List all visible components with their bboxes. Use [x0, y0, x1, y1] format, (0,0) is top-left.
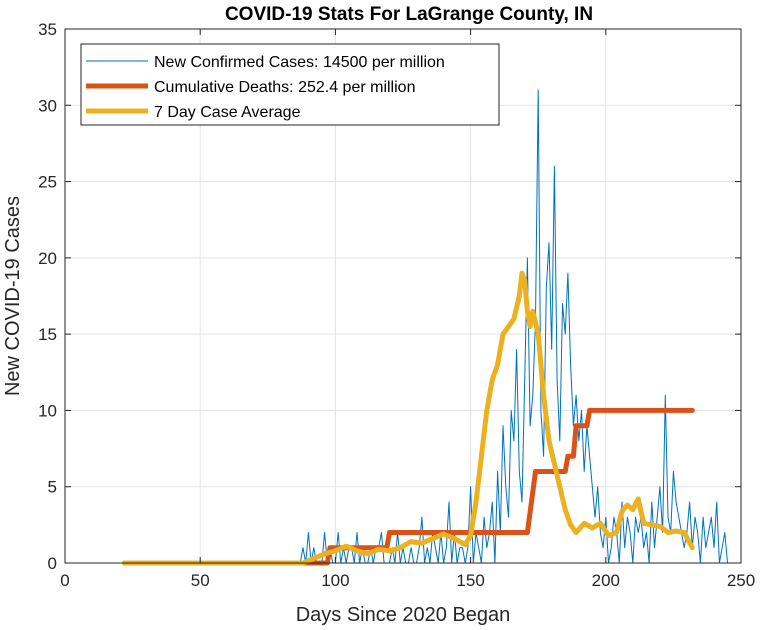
series-line-1 [124, 89, 728, 564]
series-line-3 [122, 270, 695, 566]
x-tick-label: 150 [456, 571, 484, 590]
x-tick-label: 50 [191, 571, 210, 590]
y-tick-label: 0 [48, 554, 57, 573]
chart-title: COVID-19 Stats For LaGrange County, IN [225, 4, 593, 25]
y-tick-label: 30 [38, 96, 57, 115]
legend-label-3: 7 Day Case Average [154, 104, 301, 121]
x-tick-label: 100 [321, 571, 349, 590]
series-layer [122, 89, 728, 566]
y-tick-label: 20 [38, 249, 57, 268]
y-tick-label: 35 [38, 20, 57, 39]
y-tick-label: 15 [38, 325, 57, 344]
x-tick-label: 200 [592, 571, 620, 590]
legend-box [80, 43, 500, 126]
x-tick-label: 0 [60, 571, 69, 590]
y-tick-label: 5 [48, 478, 57, 497]
x-tick-label: 250 [727, 571, 755, 590]
x-axis-label: Days Since 2020 Began [296, 604, 511, 626]
ticks: 0 50 100 150 200 250 0 5 10 15 20 25 30 35 [38, 20, 755, 590]
legend: New Confirmed Cases: 14500 per million Cu… [80, 43, 500, 126]
plot-frame [64, 28, 742, 564]
y-tick-label: 25 [38, 173, 57, 192]
y-tick-label: 10 [38, 401, 57, 420]
y-axis-label: New COVID-19 Cases [2, 196, 24, 396]
legend-label-1: New Confirmed Cases: 14500 per million [154, 54, 445, 71]
legend-label-2: Cumulative Deaths: 252.4 per million [154, 79, 415, 96]
